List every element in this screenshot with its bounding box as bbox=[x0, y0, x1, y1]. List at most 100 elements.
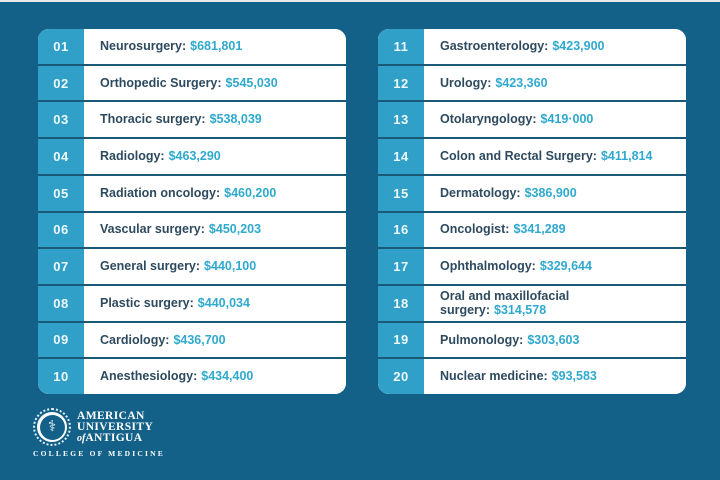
specialty-label: Vascular surgery: bbox=[100, 222, 205, 237]
row-content: Orthopedic Surgery: $545,030 bbox=[87, 66, 346, 101]
rank-badge: 18 bbox=[378, 285, 427, 321]
specialty-label: Radiation oncology: bbox=[100, 185, 221, 200]
salary-value: $681,801 bbox=[190, 38, 243, 53]
row-text: Radiology: $463,290 bbox=[100, 149, 221, 164]
rank-badge: 05 bbox=[38, 175, 87, 211]
specialty-label: General surgery: bbox=[100, 259, 201, 274]
salary-value: $463,290 bbox=[168, 149, 221, 164]
university-seal-icon: ⚕ bbox=[33, 408, 71, 446]
row-content: Pulmonology: $303,603 bbox=[427, 323, 686, 358]
salary-value: $545,030 bbox=[225, 75, 278, 90]
rank-badge: 14 bbox=[378, 139, 427, 174]
rank-badge: 13 bbox=[378, 102, 427, 138]
specialty-label: Plastic surgery: bbox=[100, 295, 194, 310]
row-content: Radiation oncology: $460,200 bbox=[87, 176, 346, 211]
row-content: Ophthalmology: $329,644 bbox=[427, 249, 686, 284]
list-row-09: 09 Cardiology: $436,700 bbox=[38, 322, 346, 360]
row-content: Anesthesiology: $434,400 bbox=[87, 359, 346, 394]
row-content: Colon and Rectal Surgery: $411,814 bbox=[427, 139, 686, 174]
row-content: Dermatology: $386,900 bbox=[427, 176, 686, 211]
list-row-12: 12 Urology: $423,360 bbox=[378, 65, 686, 103]
ranking-columns: 01 Neurosurgery: $681,801 02 Orthopedic Surg… bbox=[38, 29, 686, 394]
specialty-label: Radiology: bbox=[100, 149, 165, 164]
row-content: Radiology: $463,290 bbox=[87, 139, 346, 174]
row-content: Gastroenterology: $423,900 bbox=[427, 29, 686, 64]
salary-value: $423,900 bbox=[552, 38, 605, 53]
row-text: Oncologist: $341,289 bbox=[440, 222, 566, 237]
row-text: Urology: $423,360 bbox=[440, 76, 548, 91]
university-name-line1: AMERICAN bbox=[77, 409, 145, 422]
specialty-label: Oral and maxillofacial surgery: bbox=[440, 288, 570, 318]
rank-badge: 16 bbox=[378, 212, 427, 248]
specialty-label: Nuclear medicine: bbox=[440, 369, 548, 384]
rank-badge: 04 bbox=[38, 139, 87, 174]
salary-value: $303,603 bbox=[527, 332, 580, 347]
row-text: Gastroenterology: $423,900 bbox=[440, 39, 605, 54]
row-text: Anesthesiology: $434,400 bbox=[100, 369, 253, 384]
row-text: Neurosurgery: $681,801 bbox=[100, 39, 242, 54]
rank-badge: 03 bbox=[38, 102, 87, 138]
list-row-19: 19 Pulmonology: $303,603 bbox=[378, 322, 686, 360]
row-text: General surgery: $440,100 bbox=[100, 259, 256, 274]
rank-badge: 20 bbox=[378, 359, 427, 394]
specialty-label: Thoracic surgery: bbox=[100, 112, 206, 127]
salary-value: $329,644 bbox=[539, 259, 592, 274]
university-name-line2: UNIVERSITY bbox=[77, 420, 154, 433]
list-row-07: 07 General surgery: $440,100 bbox=[38, 249, 346, 286]
row-content: Cardiology: $436,700 bbox=[87, 323, 346, 358]
college-of-medicine-label: COLLEGE OF MEDICINE bbox=[33, 449, 165, 458]
specialty-label: Anesthesiology: bbox=[100, 369, 198, 384]
specialty-label: Oncologist: bbox=[440, 222, 510, 237]
specialty-label: Urology: bbox=[440, 75, 492, 90]
salary-value: $386,900 bbox=[524, 185, 577, 200]
rank-badge: 19 bbox=[378, 322, 427, 358]
salary-value: $411,814 bbox=[600, 149, 653, 164]
salary-value: $434,400 bbox=[201, 369, 254, 384]
list-row-18: 18 Oral and maxillofacial surgery: $314,57… bbox=[378, 285, 686, 323]
list-row-02: 02 Orthopedic Surgery: $545,030 bbox=[38, 65, 346, 103]
row-text: Dermatology: $386,900 bbox=[440, 186, 577, 201]
rank-badge: 01 bbox=[38, 29, 87, 64]
university-name-antigua: ANTIGUA bbox=[85, 431, 143, 444]
list-row-08: 08 Plastic surgery: $440,034 bbox=[38, 285, 346, 323]
row-content: Plastic surgery: $440,034 bbox=[87, 286, 346, 321]
specialty-label: Neurosurgery: bbox=[100, 38, 187, 53]
rank-badge: 12 bbox=[378, 65, 427, 101]
row-content: Oncologist: $341,289 bbox=[427, 213, 686, 248]
university-logo: ⚕ AMERICAN UNIVERSITY ofANTIGUA COLLEGE … bbox=[33, 408, 165, 458]
row-text: Orthopedic Surgery: $545,030 bbox=[100, 76, 278, 91]
row-content: Urology: $423,360 bbox=[427, 66, 686, 101]
salary-value: $436,700 bbox=[173, 332, 226, 347]
salary-value: $93,583 bbox=[551, 369, 597, 384]
salary-value: $423,360 bbox=[495, 75, 548, 90]
specialty-label: Otolaryngology: bbox=[440, 112, 537, 127]
row-content: Oral and maxillofacial surgery: $314,578 bbox=[427, 286, 686, 321]
rank-badge: 02 bbox=[38, 65, 87, 101]
list-row-04: 04 Radiology: $463,290 bbox=[38, 139, 346, 176]
row-text: Thoracic surgery: $538,039 bbox=[100, 112, 262, 127]
list-row-17: 17 Ophthalmology: $329,644 bbox=[378, 249, 686, 286]
list-row-15: 15 Dermatology: $386,900 bbox=[378, 175, 686, 213]
row-text: Nuclear medicine: $93,583 bbox=[440, 369, 597, 384]
university-name: AMERICAN UNIVERSITY ofANTIGUA bbox=[77, 409, 154, 444]
ranking-column-left: 01 Neurosurgery: $681,801 02 Orthopedic Surg… bbox=[38, 29, 346, 394]
list-row-11: 11 Gastroenterology: $423,900 bbox=[378, 29, 686, 66]
seal-ring: ⚕ bbox=[37, 412, 67, 442]
row-text: Colon and Rectal Surgery: $411,814 bbox=[440, 149, 652, 164]
rank-badge: 06 bbox=[38, 212, 87, 248]
rank-badge: 07 bbox=[38, 249, 87, 284]
row-text: Radiation oncology: $460,200 bbox=[100, 186, 276, 201]
row-content: Nuclear medicine: $93,583 bbox=[427, 359, 686, 394]
row-text: Plastic surgery: $440,034 bbox=[100, 296, 250, 311]
salary-value: $538,039 bbox=[209, 112, 262, 127]
rank-badge: 11 bbox=[378, 29, 427, 64]
salary-value: $341,289 bbox=[513, 222, 566, 237]
logo-row: ⚕ AMERICAN UNIVERSITY ofANTIGUA bbox=[33, 408, 165, 446]
salary-value: $440,100 bbox=[204, 259, 257, 274]
university-name-line3: ofANTIGUA bbox=[77, 431, 153, 444]
list-row-13: 13 Otolaryngology: $419·000 bbox=[378, 102, 686, 140]
list-row-14: 14 Colon and Rectal Surgery: $411,814 bbox=[378, 139, 686, 176]
list-row-05: 05 Radiation oncology: $460,200 bbox=[38, 175, 346, 213]
list-row-20: 20 Nuclear medicine: $93,583 bbox=[378, 359, 686, 394]
